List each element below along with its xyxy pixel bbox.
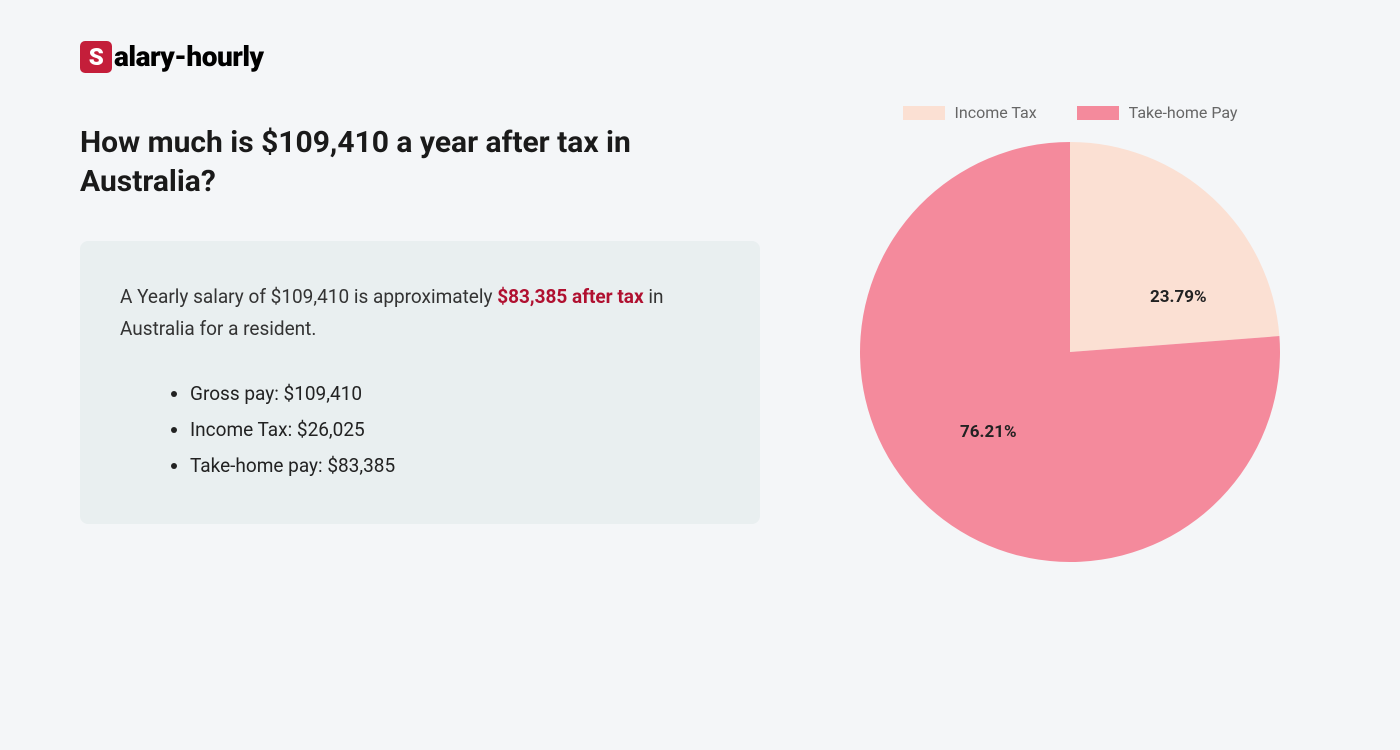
page-headline: How much is $109,410 a year after tax in… xyxy=(80,123,760,201)
summary-prefix: A Yearly salary of $109,410 is approxima… xyxy=(120,285,497,308)
summary-text: A Yearly salary of $109,410 is approxima… xyxy=(120,281,720,346)
chart-legend: Income Tax Take-home Pay xyxy=(903,103,1238,122)
legend-label: Income Tax xyxy=(955,103,1037,122)
pie-svg xyxy=(860,142,1280,562)
logo-text: alary-hourly xyxy=(114,40,264,73)
breakdown-list: Gross pay: $109,410 Income Tax: $26,025 … xyxy=(120,376,720,484)
site-logo: Salary-hourly xyxy=(80,40,1320,73)
right-column: Income Tax Take-home Pay 23.79% 76.21% xyxy=(840,123,1300,562)
pie-chart: 23.79% 76.21% xyxy=(860,142,1280,562)
breakdown-item: Take-home pay: $83,385 xyxy=(190,448,720,484)
main-content: How much is $109,410 a year after tax in… xyxy=(80,123,1320,562)
logo-badge: S xyxy=(80,41,112,73)
legend-swatch xyxy=(1077,106,1119,120)
breakdown-item: Gross pay: $109,410 xyxy=(190,376,720,412)
legend-label: Take-home Pay xyxy=(1129,103,1238,122)
legend-swatch xyxy=(903,106,945,120)
pie-slice-label: 23.79% xyxy=(1150,287,1207,307)
legend-item-take-home: Take-home Pay xyxy=(1077,103,1238,122)
left-column: How much is $109,410 a year after tax in… xyxy=(80,123,760,562)
pie-slice-label: 76.21% xyxy=(960,422,1017,442)
summary-box: A Yearly salary of $109,410 is approxima… xyxy=(80,241,760,524)
legend-item-income-tax: Income Tax xyxy=(903,103,1037,122)
summary-highlight: $83,385 after tax xyxy=(497,285,643,308)
breakdown-item: Income Tax: $26,025 xyxy=(190,412,720,448)
